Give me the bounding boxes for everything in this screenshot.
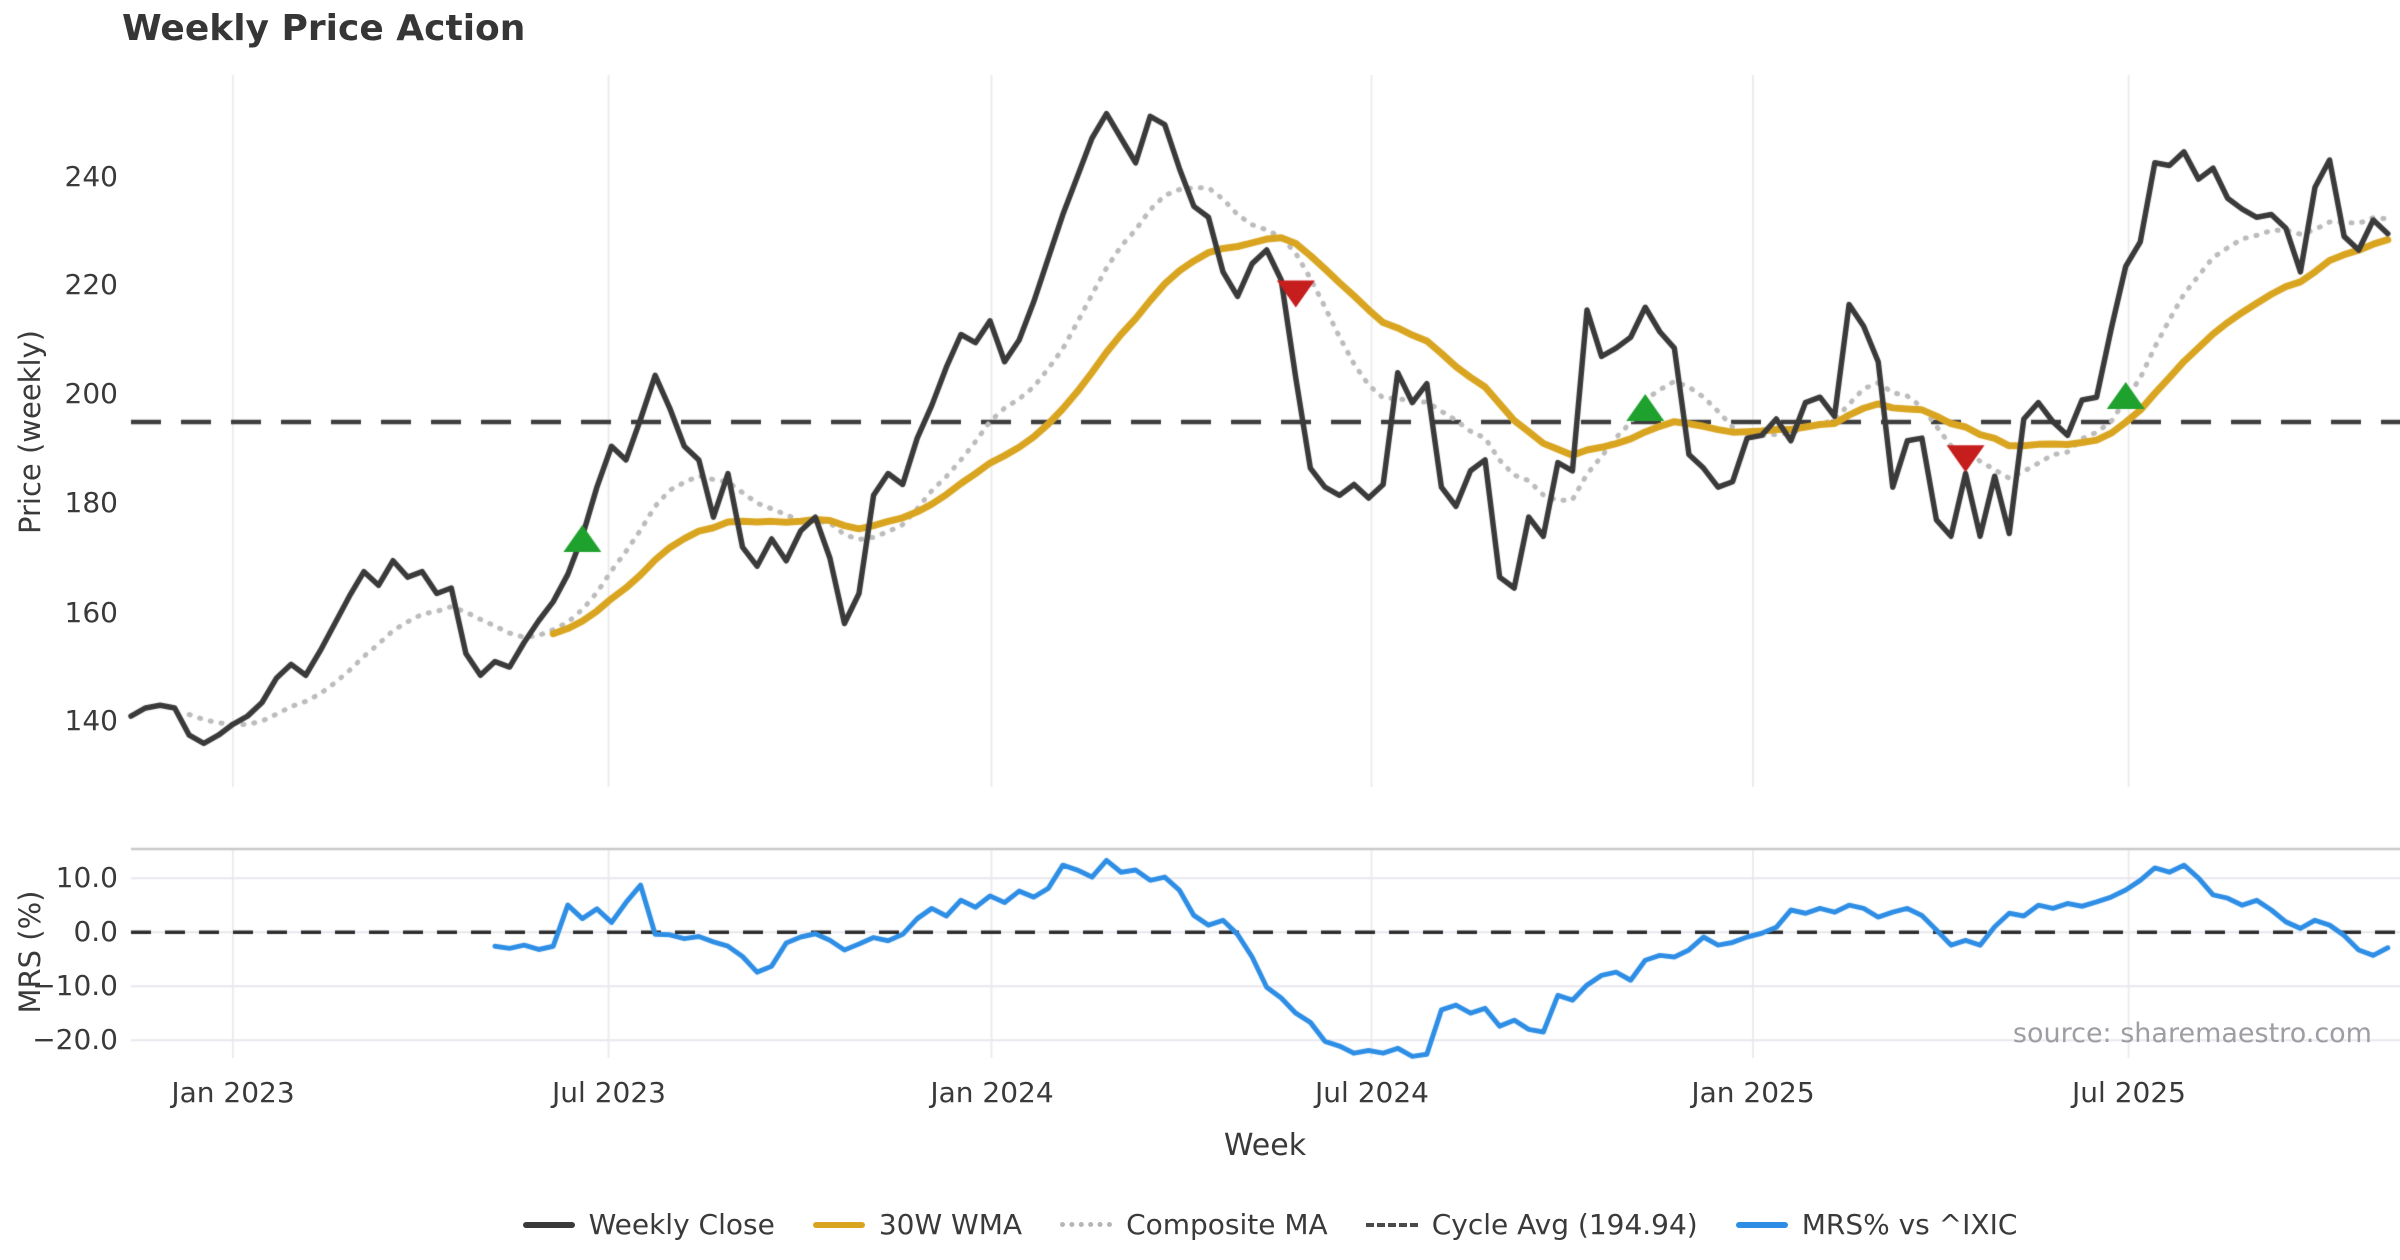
- xtick-jan-2024: Jan 2024: [930, 1076, 1054, 1109]
- price-ytick-240: 240: [64, 160, 118, 193]
- chart-title: Weekly Price Action: [122, 8, 526, 49]
- price-ytick-180: 180: [64, 486, 118, 519]
- chart-legend: Weekly Close 30W WMA Composite MA Cycle …: [140, 1208, 2400, 1241]
- legend-label-weekly-close: Weekly Close: [588, 1208, 775, 1241]
- xtick-jul-2023: Jul 2023: [552, 1076, 666, 1109]
- legend-item-30w-wma: 30W WMA: [812, 1208, 1023, 1241]
- legend-item-cycle-avg: Cycle Avg (194.94): [1365, 1208, 1698, 1241]
- legend-label-cycle-avg: Cycle Avg (194.94): [1431, 1208, 1698, 1241]
- legend-item-mrs: MRS% vs ^IXIC: [1735, 1208, 2018, 1241]
- mrs-ytick-0: 0.0: [73, 915, 118, 948]
- legend-label-mrs: MRS% vs ^IXIC: [1801, 1208, 2018, 1241]
- mrs-ytick-n20: −20.0: [32, 1023, 118, 1056]
- xtick-jul-2025: Jul 2025: [2072, 1076, 2186, 1109]
- price-ytick-200: 200: [64, 377, 118, 410]
- mrs-ytick-n10: −10.0: [32, 969, 118, 1002]
- xtick-jul-2024: Jul 2024: [1315, 1076, 1429, 1109]
- price-ytick-220: 220: [64, 268, 118, 301]
- mrs-line-icon: [1735, 1221, 1788, 1228]
- price-axis-label: Price (weekly): [13, 329, 47, 535]
- legend-label-30w-wma: 30W WMA: [878, 1208, 1023, 1241]
- mrs-ytick-10: 10.0: [55, 861, 118, 894]
- legend-item-composite-ma: Composite MA: [1060, 1208, 1328, 1241]
- composite-ma-line-icon: [1060, 1222, 1113, 1227]
- xtick-jan-2025: Jan 2025: [1691, 1076, 1815, 1109]
- source-credit: source: sharemaestro.com: [2012, 1018, 2372, 1049]
- xtick-jan-2023: Jan 2023: [171, 1076, 295, 1109]
- weekly-close-line-icon: [522, 1221, 575, 1228]
- wma-line-icon: [812, 1221, 865, 1228]
- cycle-avg-line-icon: [1365, 1222, 1418, 1227]
- mrs-axis-label: MRS (%): [13, 890, 47, 1014]
- price-ytick-140: 140: [64, 704, 118, 737]
- x-axis-label: Week: [1223, 1128, 1307, 1163]
- legend-item-weekly-close: Weekly Close: [522, 1208, 775, 1241]
- legend-label-composite-ma: Composite MA: [1126, 1208, 1328, 1241]
- price-ytick-160: 160: [64, 596, 118, 629]
